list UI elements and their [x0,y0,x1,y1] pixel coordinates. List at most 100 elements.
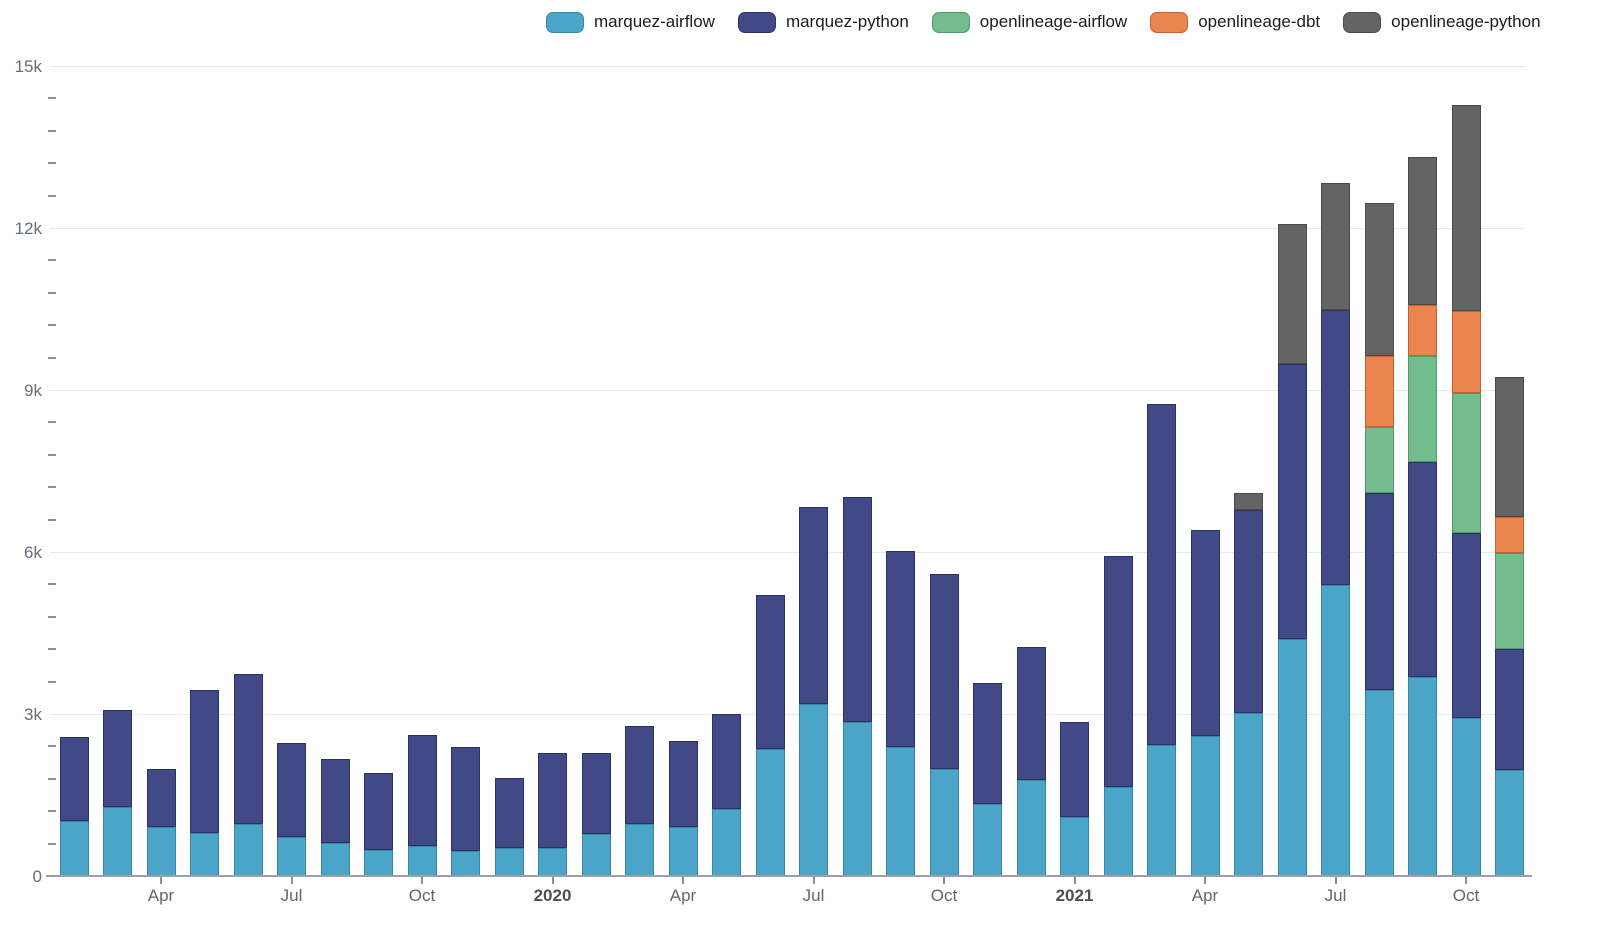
bar-segment[interactable] [1190,736,1220,876]
legend-item-marquez-airflow[interactable]: marquez-airflow [546,11,715,33]
bar-segment[interactable] [1234,713,1263,876]
bar-segment[interactable] [451,747,480,851]
bar-segment[interactable] [1451,310,1481,393]
bar-segment[interactable] [1408,677,1437,876]
bar-segment[interactable] [1495,770,1524,876]
bar-segment[interactable] [1147,744,1176,876]
bar-segment[interactable] [1103,787,1133,876]
x-axis-tick-label: 2021 [1055,886,1094,905]
bar-segment[interactable] [1451,717,1481,876]
x-axis-tick-mark [1073,877,1076,884]
bar-segment[interactable] [1321,585,1350,876]
bar-segment[interactable] [1495,649,1524,771]
x-axis-tick-label: Oct [1452,886,1480,905]
bar-segment[interactable] [929,769,959,876]
bar-segment[interactable] [581,752,611,835]
legend-item-openlineage-dbt[interactable]: openlineage-dbt [1150,11,1320,33]
bar-segment[interactable] [364,772,393,850]
bar-segment[interactable] [1277,224,1307,365]
bar-segment[interactable] [407,845,437,876]
bar-segment[interactable] [581,834,611,876]
bar-segment[interactable] [494,778,524,849]
bar-segment[interactable] [799,704,828,876]
bar-segment[interactable] [1364,203,1394,356]
bar-segment[interactable] [451,850,480,876]
bar-segment[interactable] [1408,156,1437,306]
y-axis-minor-tick [48,615,56,618]
bar-segment[interactable] [190,833,219,876]
x-axis-tick-label: 2020 [533,886,572,905]
legend-swatch-icon [1150,11,1189,33]
bar-segment[interactable] [929,574,959,770]
bar-segment[interactable] [103,807,132,876]
bar-segment[interactable] [1495,376,1524,517]
bar-segment[interactable] [973,683,1002,805]
bar-segment[interactable] [755,748,785,876]
bar-segment[interactable] [842,496,872,723]
bar-segment[interactable] [1364,690,1394,876]
bar-segment[interactable] [146,768,176,828]
legend-item-marquez-python[interactable]: marquez-python [737,11,909,33]
legend-item-openlineage-airflow[interactable]: openlineage-airflow [931,11,1128,33]
bar-segment[interactable] [190,690,219,834]
legend-label: openlineage-airflow [979,12,1128,31]
bar-segment[interactable] [538,847,567,876]
bar-segment[interactable] [755,595,785,749]
y-gridline [50,390,1525,391]
bar-segment[interactable] [1060,817,1089,876]
bar-segment[interactable] [1408,305,1437,356]
x-axis-tick-label: Jul [280,886,303,905]
y-axis-minor-tick [48,291,56,294]
bar-segment[interactable] [364,849,393,876]
bar-segment[interactable] [494,848,524,876]
bar-segment[interactable] [1147,404,1176,745]
bar-segment[interactable] [712,714,741,809]
bar-segment[interactable] [886,747,915,876]
bar-segment[interactable] [277,836,306,876]
bar-segment[interactable] [799,507,828,705]
bar-segment[interactable] [1103,555,1133,788]
y-axis-tick-label: 3k [24,705,42,724]
bar-segment[interactable] [233,824,263,876]
bar-segment[interactable] [407,735,437,846]
bar-segment[interactable] [625,824,654,876]
bar-segment[interactable] [103,709,132,808]
bar-segment[interactable] [146,827,176,876]
bar-segment[interactable] [277,742,306,837]
bar-segment[interactable] [233,673,263,825]
bar-segment[interactable] [320,843,350,876]
bar-segment[interactable] [1451,532,1481,718]
bar-segment[interactable] [1234,492,1263,511]
bar-segment[interactable] [1060,721,1089,818]
bar-segment[interactable] [1364,355,1394,427]
bar-segment[interactable] [320,759,350,844]
bar-segment[interactable] [625,725,654,825]
bar-segment[interactable] [973,804,1002,876]
bar-segment[interactable] [668,827,698,876]
bar-segment[interactable] [1321,183,1350,310]
bar-segment[interactable] [1016,647,1046,780]
bar-segment[interactable] [1451,104,1481,311]
bar-segment[interactable] [1190,530,1220,737]
bar-segment[interactable] [886,550,915,748]
bar-segment[interactable] [1451,392,1481,533]
bar-segment[interactable] [1364,493,1394,691]
bar-segment[interactable] [712,808,741,876]
bar-segment[interactable] [1408,355,1437,462]
y-axis-minor-tick [48,162,56,165]
bar-segment[interactable] [842,722,872,876]
bar-segment[interactable] [1277,639,1307,876]
bar-segment[interactable] [1016,779,1046,876]
bar-segment[interactable] [538,753,567,848]
bar-segment[interactable] [1408,461,1437,678]
bar-segment[interactable] [1277,364,1307,640]
bar-segment[interactable] [1234,510,1263,714]
legend-item-openlineage-python[interactable]: openlineage-python [1343,11,1541,33]
bar-segment[interactable] [668,741,698,828]
bar-segment[interactable] [59,737,89,821]
bar-segment[interactable] [1321,309,1350,586]
bar-segment[interactable] [1495,516,1524,553]
bar-segment[interactable] [59,820,89,876]
bar-segment[interactable] [1364,426,1394,494]
bar-segment[interactable] [1495,552,1524,650]
